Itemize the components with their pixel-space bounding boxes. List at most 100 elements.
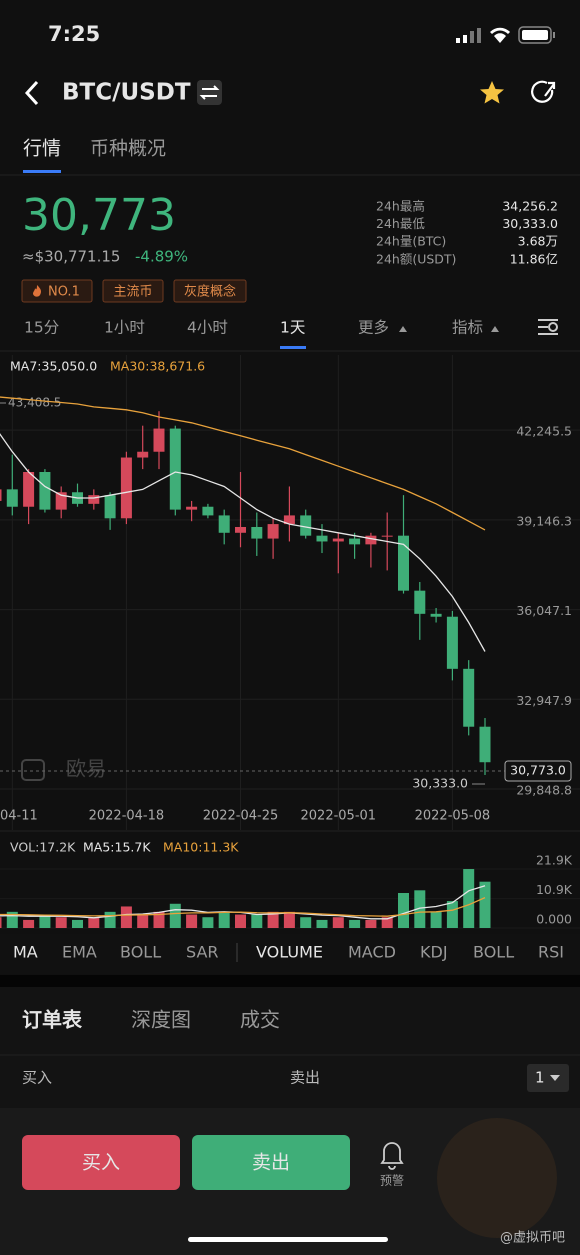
y-tick-label: 10.9K xyxy=(536,882,573,897)
chart-settings[interactable] xyxy=(538,319,558,335)
interval[interactable]: 15分 xyxy=(24,319,59,337)
last-price-label: 30,773.0 xyxy=(510,763,566,778)
indicator[interactable]: MA xyxy=(13,943,38,962)
candle-body xyxy=(39,471,51,510)
orderbook-tab-active[interactable]: 订单表 xyxy=(22,1008,83,1032)
ma-line xyxy=(0,396,486,531)
tab[interactable]: 币种概况 xyxy=(90,138,166,160)
volume-bar xyxy=(39,914,51,928)
y-tick-label: 39,146.3 xyxy=(516,513,572,528)
sell-column: 卖出 xyxy=(290,1069,320,1087)
y-tick-label: 32,947.9 xyxy=(516,693,572,708)
buy-button[interactable] xyxy=(22,1135,180,1190)
share-button[interactable] xyxy=(531,80,556,103)
pair-title[interactable]: BTC/USDT xyxy=(62,80,191,106)
home-indicator xyxy=(188,1237,388,1242)
candle-body xyxy=(430,613,442,617)
usd-price: ≈$30,771.15 xyxy=(22,248,120,266)
volume-bar xyxy=(55,917,67,928)
stat-value: 11.86亿 xyxy=(510,251,558,266)
swap-button[interactable] xyxy=(197,80,222,105)
buy-label[interactable]: 买入 xyxy=(82,1152,120,1174)
orderbook-tab[interactable]: 深度图 xyxy=(131,1008,191,1032)
candle-body xyxy=(283,515,295,525)
candle-body xyxy=(202,506,214,516)
volume-bar xyxy=(479,881,491,928)
y-tick-label: 29,848.8 xyxy=(516,782,572,797)
x-tick-label: 2022-05-01 xyxy=(301,809,377,824)
volume-bar xyxy=(414,890,426,928)
volume-bar xyxy=(381,917,393,928)
x-tick-label: 04-11 xyxy=(0,809,38,824)
y-tick-label: 0.000 xyxy=(536,912,572,927)
indicator[interactable]: KDJ xyxy=(420,943,448,962)
clock: 7:25 xyxy=(48,22,100,46)
candle-body xyxy=(300,515,312,536)
interval-underline xyxy=(280,346,306,349)
back-button[interactable] xyxy=(24,80,39,106)
depth-select[interactable] xyxy=(527,1064,569,1092)
sell-button[interactable] xyxy=(192,1135,350,1190)
stat-label: 24h量(BTC) xyxy=(376,234,446,249)
volume-bar xyxy=(218,911,230,928)
high-marker: 43,408.5 xyxy=(8,396,61,410)
candle-body xyxy=(381,535,393,537)
tab-active[interactable]: 行情 xyxy=(23,138,61,160)
price-chart: 29,848.8 32,947.9 36,047.1 39,146.3 42,245.5… xyxy=(0,355,580,830)
volume-bar xyxy=(283,911,295,928)
tag: NO.1 xyxy=(48,285,80,300)
candle-body xyxy=(137,451,149,458)
candle-body xyxy=(6,489,18,507)
volume-bar xyxy=(0,917,2,928)
candle-body xyxy=(235,526,246,533)
indicator[interactable]: SAR xyxy=(186,943,219,962)
ma-line xyxy=(0,433,486,652)
interval[interactable]: 更多 xyxy=(358,319,389,337)
interval[interactable]: 指标 xyxy=(452,319,483,337)
y-tick-label: 42,245.5 xyxy=(516,424,572,439)
candle-body xyxy=(104,495,116,519)
orderbook-tab[interactable]: 成交 xyxy=(240,1008,280,1032)
stat-value: 30,333.0 xyxy=(502,216,558,231)
alert-icon[interactable] xyxy=(380,1142,404,1170)
volume-bar xyxy=(186,914,198,928)
y-tick-label: 36,047.1 xyxy=(516,603,572,618)
volume-bar xyxy=(463,869,475,928)
indicator-bar xyxy=(0,934,580,974)
orderbook-panel xyxy=(0,987,580,1108)
interval[interactable]: 1小时 xyxy=(104,319,145,337)
indicator[interactable]: EMA xyxy=(62,943,97,962)
interval[interactable]: 1天 xyxy=(280,319,305,337)
volume-bar xyxy=(104,911,116,928)
price-change: -4.89% xyxy=(135,248,188,266)
watermark-icon xyxy=(21,759,45,781)
indicator[interactable]: BOLL xyxy=(473,943,514,962)
candle-body xyxy=(446,616,458,669)
candle-body xyxy=(316,535,328,542)
favorite-star[interactable] xyxy=(480,81,504,104)
volume-bar xyxy=(316,919,328,928)
watermark-logo xyxy=(437,1118,557,1238)
depth-value[interactable]: 1 xyxy=(535,1069,545,1087)
tag: 灰度概念 xyxy=(184,284,236,300)
indicator[interactable]: BOLL xyxy=(120,943,161,962)
indicator[interactable]: RSI xyxy=(538,943,564,962)
candle-body xyxy=(251,526,263,539)
candle-body xyxy=(332,538,344,542)
last-price-box xyxy=(504,760,572,782)
candle-body xyxy=(414,590,426,614)
candle-body xyxy=(267,524,279,539)
interval[interactable]: 4小时 xyxy=(187,319,228,337)
alert-label[interactable]: 预警 xyxy=(380,1173,404,1188)
depth-arrow xyxy=(550,1075,560,1081)
candle-body xyxy=(186,506,198,510)
indicator[interactable]: VOLUME xyxy=(256,943,323,962)
indicator[interactable]: MACD xyxy=(348,943,396,962)
legend-entry: MA7:35,050.0 xyxy=(10,359,97,374)
sell-label[interactable]: 卖出 xyxy=(252,1152,290,1174)
buy-column: 买入 xyxy=(22,1069,52,1087)
candle-body xyxy=(120,457,132,519)
interval-bar: 15分 1小时 4小时 1天 更多 指标 xyxy=(24,319,483,337)
volume-bar xyxy=(137,914,149,928)
volume-bar xyxy=(88,917,100,928)
